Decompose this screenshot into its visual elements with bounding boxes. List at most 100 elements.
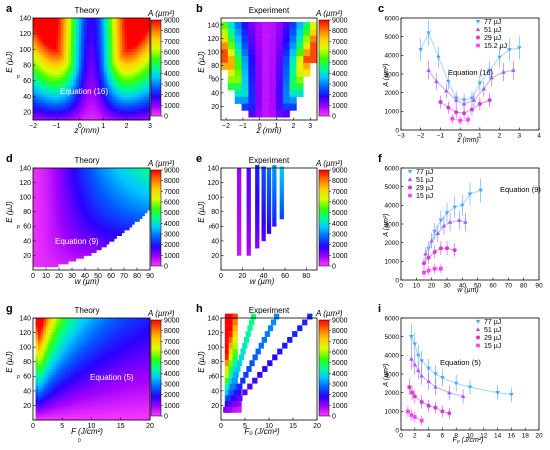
panel-a-heatmap-cell xyxy=(55,94,59,98)
panel-d-heatmap-cell xyxy=(86,190,90,194)
panel-g-heatmap-cell xyxy=(38,349,42,353)
panel-a-heatmap-cell xyxy=(96,60,100,64)
panel-d-heatmap-cell xyxy=(60,227,64,231)
panel-d-heatmap-cell xyxy=(122,238,125,243)
panel-g-heatmap-cell xyxy=(50,352,54,356)
panel-d-heatmap-cell xyxy=(96,241,100,245)
panel-a-heatmap-cell xyxy=(106,32,110,36)
panel-a-heatmap-cell xyxy=(134,52,138,56)
panel-g-heatmap-cell xyxy=(127,374,131,378)
panel-g-heatmap-cell xyxy=(91,343,95,347)
panel-a-heatmap-cell xyxy=(76,83,80,87)
panel-b-heatmap-cell xyxy=(275,62,284,70)
panel-d-heatmap-cell xyxy=(132,258,136,262)
panel-a-heatmap-cell xyxy=(68,66,72,70)
panel-g-heatmap-cell xyxy=(116,363,120,367)
panel-a-heatmap-cell xyxy=(86,26,90,30)
panel-d-heatmap-cell xyxy=(129,244,133,248)
panel-a-heatmap-cell xyxy=(86,88,90,93)
panel-a-heatmap-cell xyxy=(132,88,136,93)
panel-b-heatmap-cell xyxy=(221,56,229,64)
panel-g-heatmap-cell xyxy=(33,363,36,367)
panel-g-heatmap-cell xyxy=(73,360,77,364)
panel-a-heatmap-cell xyxy=(129,29,133,33)
panel-d-heatmap-cell xyxy=(60,255,64,260)
panel-d-heatmap-cell xyxy=(94,204,97,209)
panel-d-heatmap-cell xyxy=(91,241,95,245)
panel-g-heatmap-cell xyxy=(106,377,110,381)
panel-a-heatmap-cell xyxy=(83,103,87,107)
panel-d-heatmap-cell xyxy=(114,179,118,183)
panel-a-heatmap-cell xyxy=(119,18,123,22)
panel-d-heatmap-cell xyxy=(119,224,123,228)
panel-a-heatmap-cell xyxy=(137,114,141,118)
panel-d-heatmap-cell xyxy=(137,247,141,251)
panel-a-heatmap-cell xyxy=(99,37,103,42)
panel-d-heatmap-cell xyxy=(76,193,80,197)
panel-d-heatmap-cell xyxy=(86,236,90,240)
panel-a-heatmap-cell xyxy=(71,94,75,98)
panel-g-heatmap-cell xyxy=(63,411,67,415)
panel-d-heatmap-cell xyxy=(106,253,110,257)
panel-g-heatmap-cell xyxy=(109,352,113,356)
panel-b-heatmap-cell xyxy=(262,96,270,104)
panel-a-heatmap xyxy=(33,18,151,121)
panel-a-heatmap-cell xyxy=(111,57,115,61)
panel-d-heatmap-cell xyxy=(55,267,59,271)
panel-d-heatmap-cell xyxy=(96,253,100,257)
panel-g-heatmap-cell xyxy=(60,377,64,381)
panel-a-heatmap-cell xyxy=(81,77,85,81)
panel-g-heatmap-cell xyxy=(63,414,67,418)
panel-a-heatmap-cell xyxy=(86,74,90,78)
panel-g-heatmap-cell xyxy=(96,346,100,350)
panel-a-heatmap-cell xyxy=(96,86,100,90)
panel-a-heatmap-cell xyxy=(132,94,136,98)
panel-a-heatmap-cell xyxy=(78,52,82,56)
panel-a-heatmap-cell xyxy=(58,105,62,110)
panel-a-heatmap-cell xyxy=(144,49,148,53)
panel-a-heatmap-cell xyxy=(132,111,136,115)
panel-a-heatmap-cell xyxy=(53,66,57,70)
panel-a-heatmap-cell xyxy=(55,46,59,50)
panel-d-heatmap-cell xyxy=(55,199,59,203)
panel-a-heatmap-cell xyxy=(48,35,52,39)
panel-g-heatmap-cell xyxy=(101,352,105,356)
panel-g-heatmap-cell xyxy=(33,417,36,421)
panel-g-heatmap-cell xyxy=(101,411,105,415)
panel-g-heatmap-cell xyxy=(91,357,95,361)
panel-a-heatmap-cell xyxy=(124,108,128,112)
panel-a-heatmap-cell xyxy=(116,49,120,53)
panel-a-heatmap-cell xyxy=(45,94,49,98)
panel-a-heatmap-cell xyxy=(71,23,75,27)
panel-a-heatmap-cell xyxy=(104,97,108,101)
panel-g-heatmap-cell xyxy=(76,354,80,359)
panel-g-heatmap-cell xyxy=(71,318,75,322)
panel-g-heatmap-cell xyxy=(71,366,75,370)
panel-a-heatmap-cell xyxy=(88,32,92,36)
panel-b-heatmap-cell xyxy=(303,42,311,50)
panel-a-heatmap-cell xyxy=(124,74,128,78)
panel-d-heatmap-cell xyxy=(81,267,85,271)
panel-a-heatmap-cell xyxy=(137,35,141,39)
panel-b-heatmap-cell xyxy=(234,28,242,36)
panel-g-heatmap-cell xyxy=(116,360,120,364)
panel-g-heatmap-cell xyxy=(38,380,42,384)
panel-a-heatmap-cell xyxy=(116,83,120,87)
panel-d-heatmap-cell xyxy=(124,238,128,243)
panel-a-heatmap-cell xyxy=(81,105,85,110)
panel-g-heatmap-cell xyxy=(88,414,92,418)
panel-g-heatmap-cell xyxy=(78,354,82,359)
panel-g-heatmap-cell xyxy=(35,337,39,342)
panel-d-heatmap-cell xyxy=(147,233,151,237)
panel-a-heatmap-cell xyxy=(53,60,57,64)
panel-d-heatmap-cell xyxy=(106,241,110,245)
panel-a-heatmap-cell xyxy=(96,74,100,78)
panel-a-heatmap-cell xyxy=(99,111,103,115)
panel-a-heatmap-cell xyxy=(73,91,77,95)
panel-g-heatmap-cell xyxy=(116,403,120,407)
panel-a-heatmap-cell xyxy=(94,49,97,53)
panel-a-heatmap-cell xyxy=(127,49,131,53)
panel-d-heatmap-cell xyxy=(53,210,57,214)
panel-a-heatmap-cell xyxy=(127,32,131,36)
panel-e-heatmap-cell xyxy=(255,217,260,223)
